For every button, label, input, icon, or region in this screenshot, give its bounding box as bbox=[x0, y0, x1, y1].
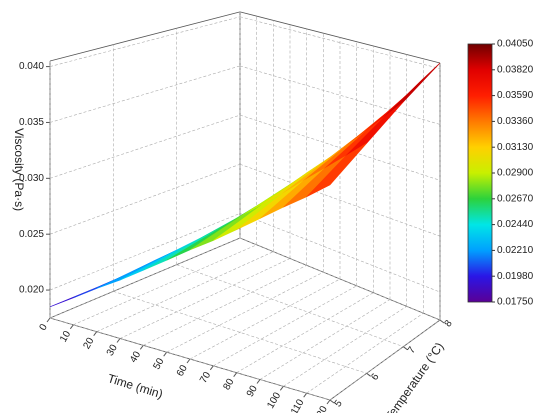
surface-patch bbox=[365, 78, 424, 132]
y-tick-label: 5 bbox=[333, 398, 345, 409]
y-tick bbox=[439, 319, 445, 324]
colorbar-tick-label: 0.03130 bbox=[497, 142, 534, 153]
grid-line bbox=[239, 237, 441, 321]
grid bbox=[46, 11, 445, 405]
colorbar-tick-label: 0.02900 bbox=[497, 168, 534, 179]
z-tick-label: 0.040 bbox=[19, 61, 44, 72]
x-tick-label: 120 bbox=[312, 404, 330, 413]
y-tick bbox=[366, 372, 371, 377]
y-tick-label: 8 bbox=[443, 318, 455, 329]
grid-line bbox=[113, 291, 367, 374]
x-tick bbox=[186, 358, 191, 364]
x-tick bbox=[326, 399, 331, 405]
grid-line bbox=[49, 16, 241, 67]
colorbar-tick-label: 0.03590 bbox=[497, 90, 534, 101]
surface-patch bbox=[384, 62, 441, 117]
surface-patch bbox=[236, 180, 304, 230]
x-tick-label: 80 bbox=[221, 377, 236, 393]
surface-patch bbox=[119, 239, 198, 281]
colorbar-tick-label: 0.01980 bbox=[497, 271, 534, 282]
y-tick bbox=[403, 346, 408, 351]
y-tick bbox=[329, 399, 335, 404]
colorbar-tick-label: 0.03360 bbox=[497, 116, 534, 127]
x-tick-label: 10 bbox=[58, 329, 73, 345]
x-tick bbox=[46, 317, 51, 323]
grid-line bbox=[49, 237, 241, 319]
grid-line bbox=[49, 213, 241, 291]
x-tick bbox=[256, 379, 261, 384]
x-tick-label: 50 bbox=[151, 356, 166, 372]
colorbar-tick-label: 0.04050 bbox=[497, 39, 534, 50]
x-tick-label: 60 bbox=[175, 363, 190, 379]
x-tick bbox=[303, 392, 308, 398]
surface-patch bbox=[213, 193, 283, 241]
grid-line bbox=[213, 285, 357, 367]
colorbar bbox=[467, 43, 493, 303]
grid-line bbox=[49, 114, 241, 179]
y-tick-label: 7 bbox=[406, 345, 418, 356]
x-tick bbox=[163, 351, 168, 357]
x-tick bbox=[233, 372, 238, 377]
x-axis-title: Time (min) bbox=[106, 371, 164, 401]
surface-patch bbox=[345, 101, 404, 157]
grid-line bbox=[329, 319, 441, 401]
x-tick-label: 20 bbox=[81, 336, 96, 352]
x-tick bbox=[209, 365, 214, 371]
grid-line bbox=[73, 244, 257, 326]
grid-line bbox=[49, 163, 241, 235]
x-tick bbox=[69, 324, 74, 330]
grid-line bbox=[119, 258, 291, 339]
surface-patch bbox=[189, 205, 262, 251]
colorbar-tick-label: 0.02440 bbox=[497, 219, 534, 230]
grid-line bbox=[176, 264, 404, 347]
colorbar-tick-label: 0.03820 bbox=[497, 64, 534, 75]
grid-line bbox=[283, 306, 407, 387]
grid-line bbox=[189, 278, 341, 360]
grid-line bbox=[143, 265, 307, 346]
z-tick-label: 0.035 bbox=[19, 117, 44, 128]
x-tick bbox=[93, 331, 98, 336]
z-tick-label: 0.025 bbox=[19, 229, 44, 240]
x-tick-label: 90 bbox=[245, 383, 260, 399]
surface-patch bbox=[324, 116, 385, 169]
grid-line bbox=[96, 251, 274, 332]
x-tick bbox=[139, 345, 144, 350]
surface-patch bbox=[259, 168, 325, 219]
x-tick-label: 110 bbox=[289, 397, 307, 413]
surface-patch bbox=[143, 228, 220, 271]
x-tick bbox=[116, 338, 121, 343]
x-tick-label: 30 bbox=[105, 342, 120, 358]
z-tick-label: 0.030 bbox=[19, 173, 44, 184]
x-tick-label: 70 bbox=[198, 370, 213, 386]
surface-patch bbox=[283, 155, 346, 208]
grid-line bbox=[49, 65, 241, 123]
x-tick bbox=[279, 386, 284, 391]
y-tick-label: 6 bbox=[369, 371, 381, 382]
x-tick-label: 40 bbox=[128, 349, 143, 365]
x-tick-label: 100 bbox=[265, 390, 283, 410]
x-tick-label: 0 bbox=[38, 322, 51, 333]
z-tick-label: 0.020 bbox=[19, 285, 44, 296]
grid-line bbox=[259, 299, 391, 380]
box-edge bbox=[49, 11, 241, 62]
surface-patch bbox=[306, 143, 367, 198]
colorbar-tick-label: 0.02210 bbox=[497, 245, 534, 256]
grid-line bbox=[236, 292, 374, 373]
z-axis-title: Viscosity (Pa·s) bbox=[12, 128, 26, 211]
colorbar-tick-label: 0.01750 bbox=[497, 297, 534, 308]
colorbar-tick-label: 0.02670 bbox=[497, 193, 534, 204]
grid-line bbox=[166, 271, 324, 353]
grid-line bbox=[49, 317, 331, 401]
surface bbox=[49, 62, 441, 308]
grid-line bbox=[306, 312, 424, 394]
